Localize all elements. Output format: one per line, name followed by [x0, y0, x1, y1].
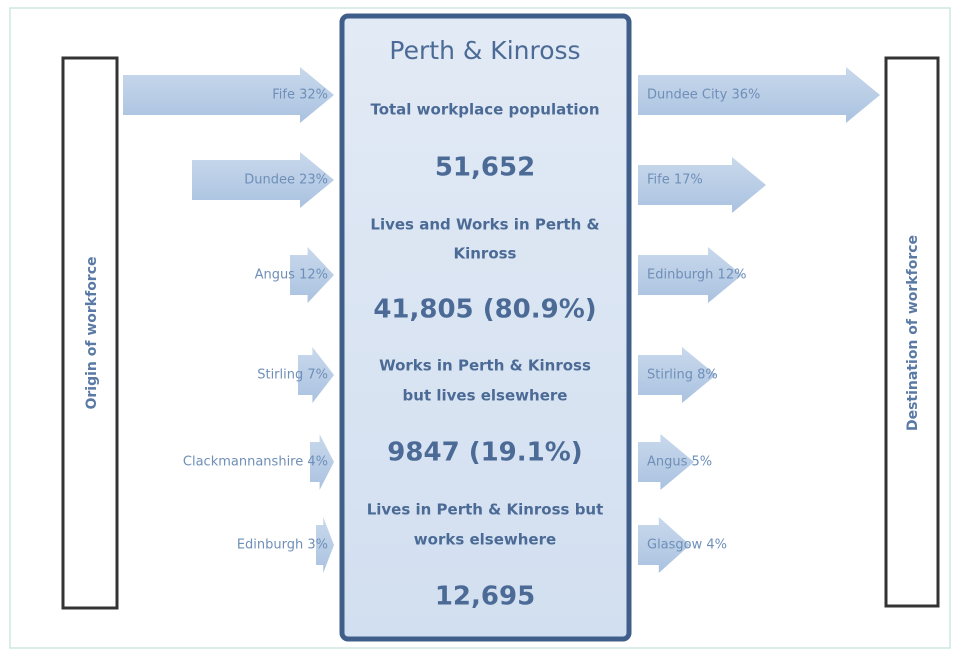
arrow — [298, 347, 334, 403]
arrow — [638, 517, 690, 573]
destination-label: Fife 17% — [647, 173, 703, 188]
section-label: Kinross — [453, 245, 516, 263]
destination-label: Dundee City 36% — [647, 88, 760, 103]
section-value: 51,652 — [435, 153, 535, 183]
section-label: Total workplace population — [370, 101, 599, 119]
arrow — [192, 152, 334, 208]
arrow — [290, 247, 334, 303]
section-value: 12,695 — [435, 582, 535, 612]
section-label: Lives and Works in Perth & — [370, 216, 599, 234]
origin-title: Origin of workforce — [84, 256, 100, 409]
destination-label: Stirling 8% — [647, 368, 718, 383]
origin-label: Fife 32% — [272, 88, 328, 103]
origin-label: Stirling 7% — [257, 368, 328, 383]
destination-title: Destination of workforce — [905, 235, 921, 431]
origin-label: Clackmannanshire 4% — [183, 455, 328, 470]
arrow — [638, 247, 742, 303]
arrow — [123, 67, 334, 123]
destination-box — [884, 56, 940, 608]
center-box — [339, 13, 632, 642]
origin-box — [61, 56, 119, 610]
section-label: Lives in Perth & Kinross but — [367, 501, 604, 519]
arrow — [316, 517, 334, 573]
destination-label: Glasgow 4% — [647, 538, 727, 553]
origin-label: Edinburgh 3% — [237, 538, 328, 553]
section-label: Works in Perth & Kinross — [379, 357, 591, 375]
arrow — [638, 157, 766, 213]
arrow — [638, 347, 716, 403]
section-value: 9847 (19.1%) — [387, 438, 582, 468]
arrow — [638, 67, 880, 123]
section-label: but lives elsewhere — [403, 387, 568, 405]
frame — [9, 7, 951, 649]
section-value: 41,805 (80.9%) — [373, 295, 596, 325]
destination-label: Angus 5% — [647, 455, 712, 470]
origin-label: Dundee 23% — [244, 173, 328, 188]
arrow — [638, 434, 694, 490]
arrow — [310, 434, 334, 490]
destination-label: Edinburgh 12% — [647, 268, 746, 283]
origin-label: Angus 12% — [255, 268, 328, 283]
center-title: Perth & Kinross — [389, 36, 580, 65]
section-label: works elsewhere — [414, 531, 556, 549]
